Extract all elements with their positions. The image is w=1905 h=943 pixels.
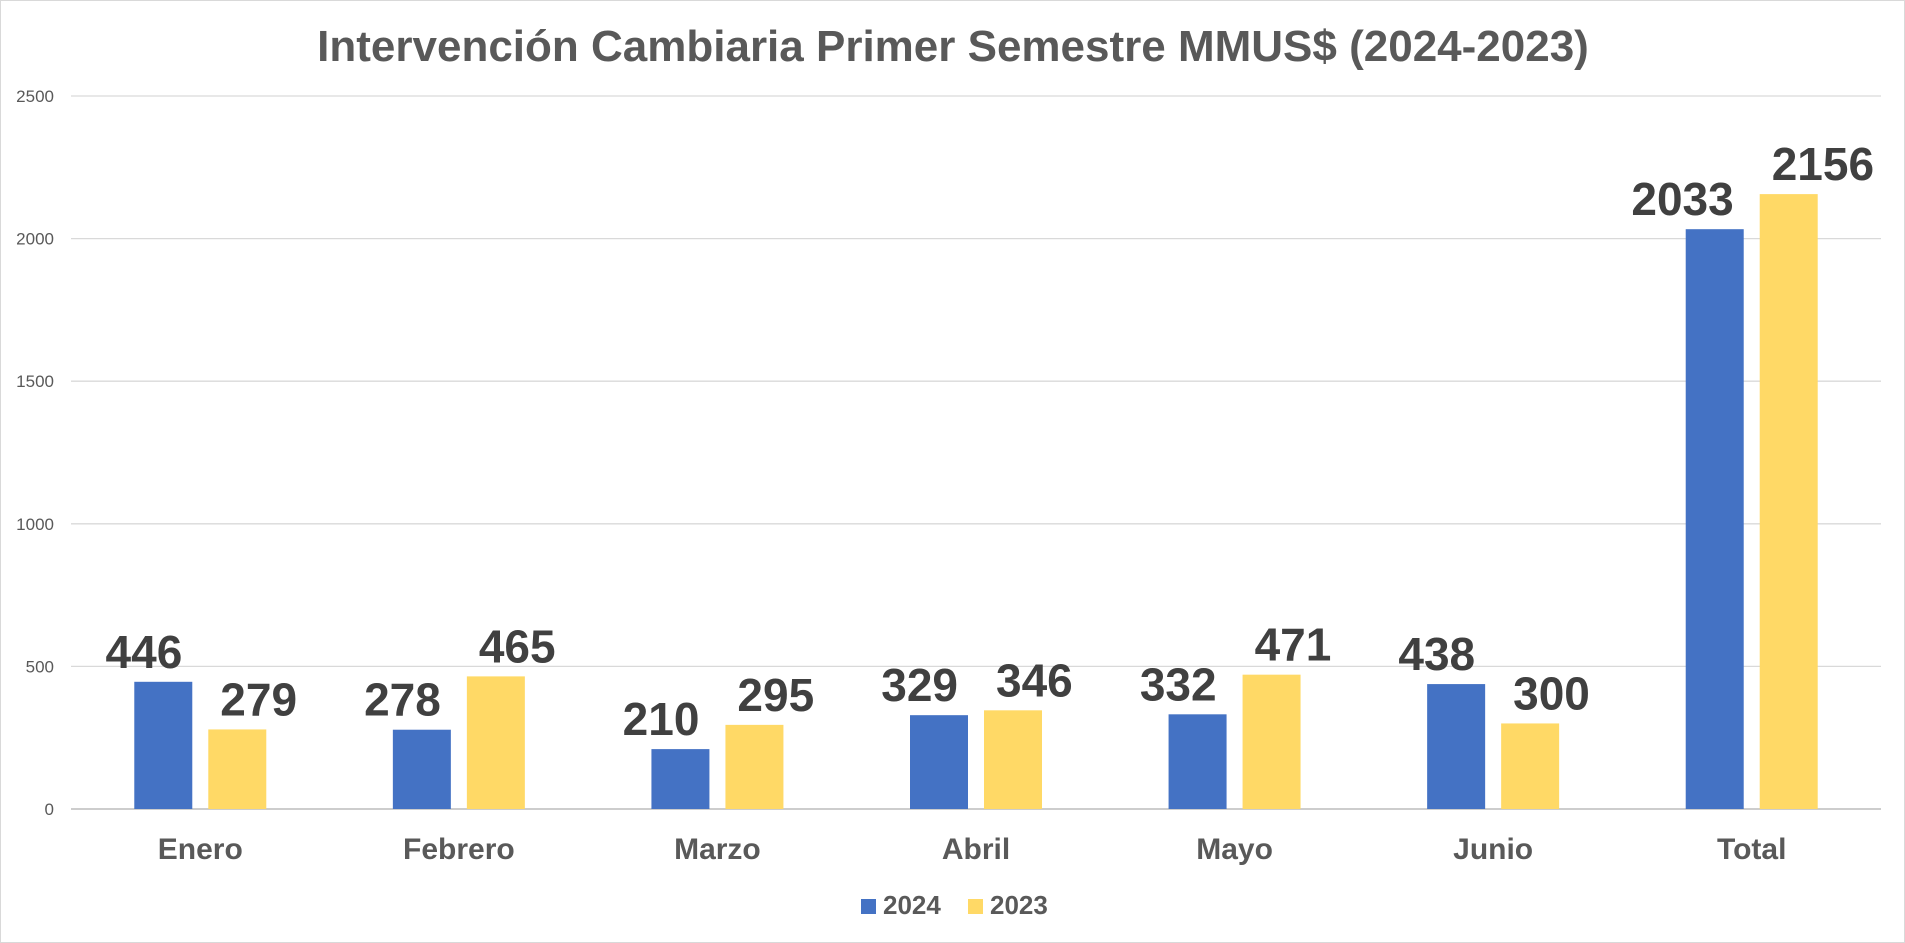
gridlines [71,95,1881,810]
y-axis: 0 500 1000 1500 2000 2500 [16,87,54,819]
data-label: 279 [220,673,297,725]
bar-2023-abril [984,710,1042,809]
data-labels: 446 279 278 465 210 295 329 346 332 471 438 300 2033… [106,138,1875,745]
x-tick-label: Marzo [674,833,761,866]
legend-item-2024: 2024 [861,890,941,920]
x-tick-label: Junio [1453,833,1533,866]
y-tick-label: 1500 [16,372,54,391]
bar-2023-febrero [466,676,525,809]
data-label: 465 [479,620,556,672]
bar-2024-mayo [1168,714,1227,809]
bar-2023-enero [208,729,267,809]
legend-label: 2023 [990,890,1048,920]
bar-2024-enero [134,681,193,809]
legend-item-2023: 2023 [968,890,1048,920]
data-label: 295 [737,669,814,721]
y-tick-label: 1000 [16,515,54,534]
data-label: 210 [623,693,700,745]
legend-label: 2024 [883,890,941,920]
bar-2023-marzo [725,724,784,809]
data-label: 300 [1513,667,1590,719]
bar-2024-abril [910,715,968,809]
x-tick-label: Abril [942,833,1010,866]
data-label: 332 [1140,658,1217,710]
bar-2023-total [1759,194,1818,810]
bar-2024-febrero [392,729,451,809]
x-tick-label: Enero [158,833,243,866]
bar-2024-junio [1427,684,1486,809]
data-label: 346 [996,654,1073,706]
chart-title: Intervención Cambiaria Primer Semestre M… [317,22,1589,71]
bar-2024-total [1685,229,1744,809]
legend: 2024 2023 [861,890,1048,920]
legend-swatch [861,899,876,914]
x-axis: Enero Febrero Marzo Abril Mayo Junio Total [158,833,1787,866]
bar-2024-marzo [651,749,710,809]
legend-swatch [968,899,983,914]
bar-2023-mayo [1242,674,1301,809]
data-label: 2156 [1772,138,1874,190]
y-tick-label: 2000 [16,230,54,249]
data-label: 2033 [1631,173,1733,225]
bar-2023-junio [1501,723,1560,809]
x-tick-label: Mayo [1196,833,1273,866]
data-label: 329 [881,659,958,711]
y-tick-label: 0 [45,800,54,819]
x-tick-label: Total [1717,833,1786,866]
data-label: 446 [106,626,183,678]
data-label: 438 [1398,628,1475,680]
x-tick-label: Febrero [403,833,515,866]
data-label: 278 [364,674,441,726]
data-label: 471 [1255,619,1332,671]
y-tick-label: 2500 [16,87,54,106]
bars [134,194,1818,810]
y-tick-label: 500 [26,657,54,676]
